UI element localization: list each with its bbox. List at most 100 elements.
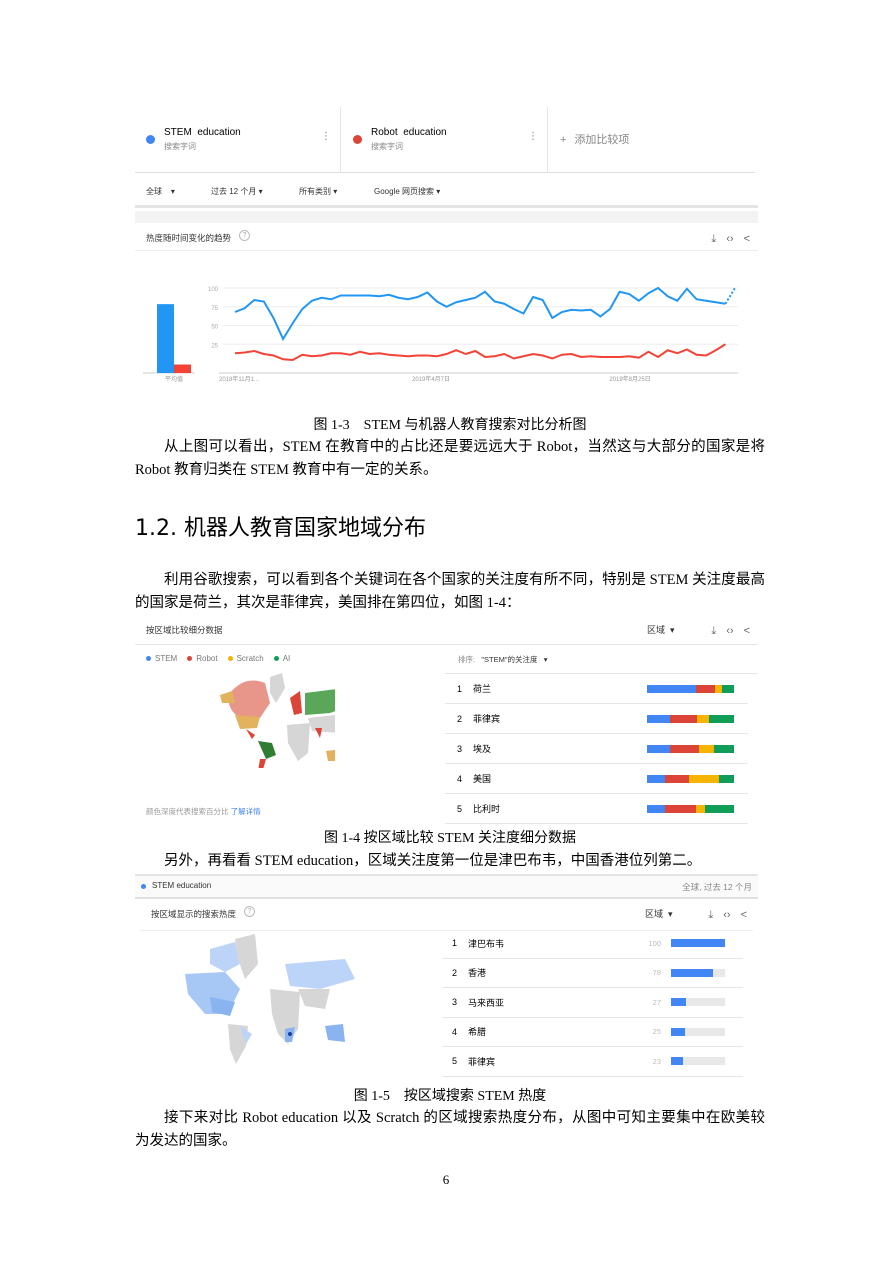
robot-dot-icon — [353, 135, 362, 144]
x-tick-label: 2018年11月1... — [219, 375, 259, 383]
caption-fig-1-5: 图 1-5 按区域搜索 STEM 热度 — [353, 1089, 547, 1104]
bar-segment-robot — [695, 684, 715, 693]
card-header: 按区域比较细分数据 区域 ▾ ⤓ ‹› < — [135, 615, 758, 645]
figure-1-5: STEM education 全球, 过去 12 个月 按区域显示的搜索热度 ?… — [135, 874, 758, 1080]
world-map-comparison — [220, 673, 335, 768]
bar-segment-ai — [708, 714, 734, 723]
region-select[interactable]: 区域 ▾ — [647, 625, 675, 635]
legend-item-stem: STEM — [146, 654, 177, 663]
card-title: 按区域显示的搜索热度 — [151, 909, 237, 919]
value-bar — [671, 998, 686, 1007]
bar-segment-scratch — [714, 684, 722, 693]
more-vert-icon[interactable]: ⋮ — [321, 131, 331, 142]
add-compare-button[interactable]: + 添加比较项 — [560, 131, 629, 147]
term-sub: 搜索字词 — [164, 142, 196, 151]
bar-segment-ai — [713, 744, 734, 753]
world-map-interest — [185, 934, 355, 1064]
share-bar — [647, 774, 734, 783]
bar-segment-robot — [665, 774, 689, 783]
filter-search-type[interactable]: Google 网页搜索 ▾ — [374, 187, 441, 196]
bar-segment-stem — [647, 744, 670, 753]
card-title: 按区域比较细分数据 — [146, 625, 223, 635]
region-value: 27 — [652, 997, 661, 1007]
plus-icon: + — [560, 134, 567, 146]
value-bar-track — [671, 939, 725, 948]
embed-icon[interactable]: ‹› — [726, 625, 734, 637]
legend-dot-icon — [187, 656, 193, 661]
region-value: 78 — [652, 968, 661, 978]
trend-card-header: 热度随时间变化的趋势 ? ⤓ ‹› < — [135, 223, 758, 251]
paragraph: 接下来对比 Robot education 以及 Scratch 的区域搜索热度… — [135, 1110, 765, 1149]
value-bar-track — [671, 1057, 725, 1066]
region-name: 马来西亚 — [468, 997, 505, 1008]
value-bar-track — [671, 998, 725, 1007]
term-card-robot[interactable]: Robot education 搜索字词 ⋮ — [342, 107, 548, 173]
filter-time[interactable]: 过去 12 个月 ▾ — [211, 187, 263, 196]
sort-control[interactable]: 排序: "STEM"的关注度 ▾ — [458, 655, 548, 664]
region-row[interactable]: 3 马来西亚 27 — [442, 988, 743, 1018]
term-name: Robot education — [371, 127, 447, 138]
legend-item-ai: AI — [273, 654, 290, 663]
share-icon[interactable]: < — [740, 909, 747, 921]
value-bar — [671, 939, 725, 948]
region-value: 25 — [652, 1027, 661, 1037]
filter-category[interactable]: 所有类别 ▾ — [299, 187, 338, 196]
figure-1-4: 按区域比较细分数据 区域 ▾ ⤓ ‹› < STEM Robot Scratch AI 颜… — [135, 615, 758, 826]
scope-label: 全球, 过去 12 个月 — [682, 882, 752, 892]
share-icon[interactable]: < — [743, 233, 750, 245]
help-icon[interactable]: ? — [239, 230, 250, 241]
partial-segment — [724, 287, 736, 305]
section-heading: 1.2. 机器人教育国家地域分布 — [135, 516, 426, 541]
legend-dot-icon — [273, 656, 279, 661]
legend-dot-icon — [227, 656, 233, 661]
download-icon[interactable]: ⤓ — [708, 909, 714, 921]
term-card-stem[interactable]: STEM education 搜索字词 ⋮ — [135, 107, 341, 173]
y-tick-label: 75 — [211, 306, 218, 312]
share-bar — [647, 804, 734, 813]
embed-icon[interactable]: ‹› — [726, 233, 734, 245]
region-value: 100 — [648, 938, 661, 948]
stem-dot-icon — [141, 884, 146, 889]
region-row[interactable]: 2 菲律宾 — [445, 704, 748, 734]
y-tick-label: 100 — [208, 287, 219, 293]
term-name: STEM education — [164, 127, 241, 138]
region-row[interactable]: 4 美国 — [445, 764, 748, 794]
value-bar — [671, 1027, 685, 1036]
map-footnote: 颜色深度代表搜索百分比 了解详情 — [146, 807, 261, 816]
bar-segment-scratch — [696, 714, 709, 723]
share-icon[interactable]: < — [743, 625, 750, 637]
filter-region[interactable]: 全球 ▾ — [146, 187, 175, 196]
term-sub: 搜索字词 — [371, 142, 403, 151]
region-row[interactable]: 1 荷兰 — [445, 674, 748, 704]
region-row[interactable]: 1 津巴布韦 100 — [442, 929, 743, 959]
bar-segment-stem — [647, 804, 666, 813]
learn-more-link[interactable]: 了解详情 — [230, 807, 261, 816]
series-line-0 — [234, 286, 726, 342]
embed-icon[interactable]: ‹› — [723, 909, 731, 921]
paragraph: 另外，再看看 STEM education，区域关注度第一位是津巴布韦，中国香港… — [164, 853, 702, 869]
region-row[interactable]: 5 菲律宾 23 — [442, 1047, 743, 1077]
region-name: 菲律宾 — [473, 714, 501, 724]
value-bar — [671, 968, 714, 977]
share-bar — [647, 714, 734, 723]
bar-segment-scratch — [695, 804, 706, 813]
bar-segment-scratch — [688, 774, 720, 783]
download-icon[interactable]: ⤓ — [711, 233, 717, 245]
value-bar — [671, 1057, 684, 1066]
region-row[interactable]: 3 埃及 — [445, 734, 748, 764]
average-label: 平均值 — [165, 375, 183, 383]
more-vert-icon[interactable]: ⋮ — [528, 131, 538, 142]
region-row[interactable]: 2 香港 78 — [442, 959, 743, 988]
caption-fig-1-3: 图 1-3 STEM 与机器人教育搜索对比分析图 — [313, 418, 587, 433]
bar-segment-ai — [721, 684, 734, 693]
legend: STEM Robot Scratch AI — [146, 654, 290, 663]
figure-1-3: STEM education 搜索字词 ⋮ Robot education 搜索… — [135, 107, 758, 410]
region-value: 23 — [652, 1056, 661, 1066]
region-row[interactable]: 5 比利时 — [445, 794, 748, 824]
region-row[interactable]: 4 希腊 25 — [442, 1018, 743, 1047]
region-name: 津巴布韦 — [468, 938, 505, 949]
help-icon[interactable]: ? — [244, 906, 255, 917]
region-select[interactable]: 区域 ▾ — [645, 909, 673, 919]
download-icon[interactable]: ⤓ — [711, 625, 717, 637]
separator — [135, 211, 758, 223]
